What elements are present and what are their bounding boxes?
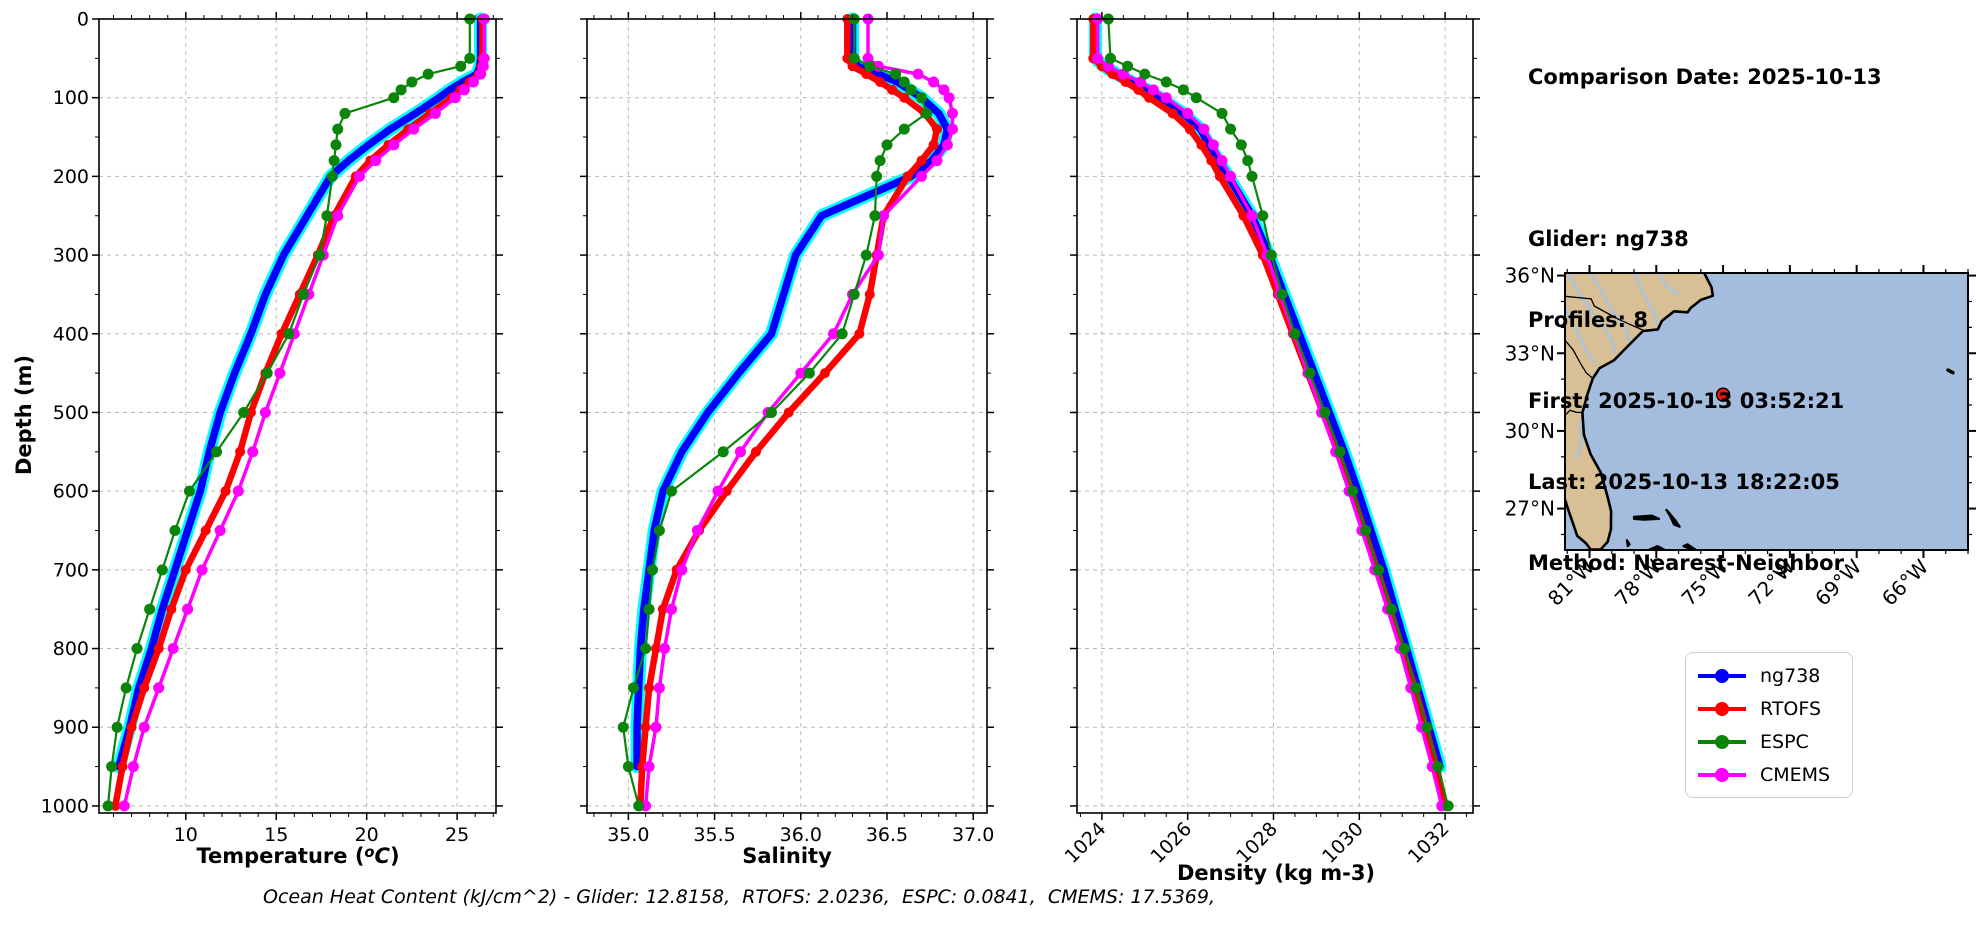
degree-superscript: o xyxy=(364,844,375,861)
last-time-line: Last: 2025-10-13 18:22:05 xyxy=(1528,470,1840,494)
salinity-axis-label: Salinity xyxy=(742,844,832,868)
svg-text:700: 700 xyxy=(53,559,89,581)
svg-text:33°N: 33°N xyxy=(1505,341,1555,365)
legend-swatch-ng738 xyxy=(1698,668,1746,683)
svg-text:900: 900 xyxy=(53,717,89,739)
svg-text:10: 10 xyxy=(174,824,198,846)
svg-text:66°W: 66°W xyxy=(1877,554,1933,610)
svg-text:36°N: 36°N xyxy=(1505,264,1555,288)
svg-text:27°N: 27°N xyxy=(1505,497,1555,521)
svg-text:35.5: 35.5 xyxy=(693,824,735,846)
svg-text:15: 15 xyxy=(264,824,288,846)
legend-label-ng738: ng738 xyxy=(1760,664,1821,687)
svg-text:35.0: 35.0 xyxy=(607,824,649,846)
legend-label-rtofs: RTOFS xyxy=(1760,697,1822,720)
svg-text:20: 20 xyxy=(355,824,379,846)
legend-box: ng738 RTOFS ESPC CMEMS xyxy=(1685,652,1853,798)
svg-text:37.0: 37.0 xyxy=(952,824,994,846)
celsius-symbol: C xyxy=(374,844,390,868)
legend-label-cmems: CMEMS xyxy=(1760,763,1831,786)
info-spacer xyxy=(1528,145,1882,172)
legend-swatch-cmems xyxy=(1698,767,1746,782)
legend-swatch-rtofs xyxy=(1698,701,1746,716)
temperature-axis-label-prefix: Temperature ( xyxy=(196,844,365,868)
legend-item-rtofs: RTOFS xyxy=(1696,692,1842,725)
svg-text:100: 100 xyxy=(53,87,89,109)
temperature-axis-label-suffix: ) xyxy=(389,844,400,868)
density-axis-label: Density (kg m-3) xyxy=(1176,861,1376,885)
svg-text:1000: 1000 xyxy=(41,795,89,817)
svg-text:0: 0 xyxy=(77,9,89,31)
comparison-info-panel: Comparison Date: 2025-10-13 Glider: ng73… xyxy=(1528,10,1882,631)
svg-text:800: 800 xyxy=(53,638,89,660)
depth-axis-label: Depth (m) xyxy=(12,354,36,476)
svg-text:200: 200 xyxy=(53,166,89,188)
svg-text:36.5: 36.5 xyxy=(866,824,908,846)
svg-text:30°N: 30°N xyxy=(1505,419,1555,443)
temperature-axis-label: Temperature (oC) xyxy=(98,844,498,868)
profiles-line: Profiles: 8 xyxy=(1528,308,1649,332)
svg-text:300: 300 xyxy=(53,245,89,267)
comparison-date-line: Comparison Date: 2025-10-13 xyxy=(1528,65,1882,89)
svg-text:36.0: 36.0 xyxy=(780,824,822,846)
legend-swatch-espc xyxy=(1698,734,1746,749)
svg-text:25: 25 xyxy=(445,824,469,846)
glider-line: Glider: ng738 xyxy=(1528,227,1689,251)
first-time-line: First: 2025-10-13 03:52:21 xyxy=(1528,389,1845,413)
legend-item-espc: ESPC xyxy=(1696,725,1842,758)
method-line: Method: Nearest-Neighbor xyxy=(1528,551,1844,575)
svg-text:400: 400 xyxy=(53,323,89,345)
ocean-heat-content-caption: Ocean Heat Content (kJ/cm^2) - Glider: 1… xyxy=(262,886,1216,908)
svg-text:600: 600 xyxy=(53,481,89,503)
legend-label-espc: ESPC xyxy=(1760,730,1809,753)
legend-item-ng738: ng738 xyxy=(1696,659,1842,692)
legend-item-cmems: CMEMS xyxy=(1696,758,1842,791)
svg-text:500: 500 xyxy=(53,402,89,424)
